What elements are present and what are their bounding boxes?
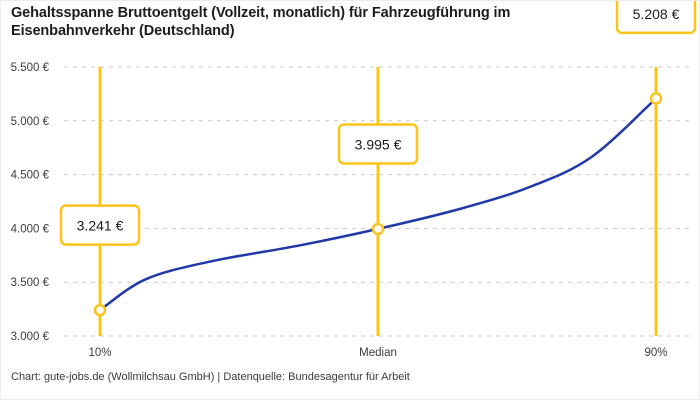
value-label: 5.208 €	[633, 6, 680, 22]
value-label: 3.995 €	[355, 136, 402, 152]
chart-title-line-2: Eisenbahnverkehr (Deutschland)	[11, 22, 235, 39]
value-label-box[interactable]	[615, 1, 697, 35]
y-tick-label: 5.000 €	[11, 116, 50, 128]
x-tick-label: 90%	[644, 347, 667, 359]
x-tick-label: Median	[359, 347, 397, 359]
y-tick-label: 3.500 €	[11, 277, 50, 289]
y-tick-label: 4.500 €	[11, 170, 50, 182]
chart-title: Gehaltsspanne Bruttoentgelt (Vollzeit, m…	[11, 5, 671, 40]
y-tick-label: 3.000 €	[11, 331, 50, 343]
value-label: 3.241 €	[77, 218, 124, 234]
x-tick-label: 10%	[88, 347, 111, 359]
chart-footer: Chart: gute-jobs.de (Wollmilchsau GmbH) …	[11, 371, 410, 383]
value-label-box[interactable]	[59, 204, 141, 246]
y-tick-label: 4.000 €	[11, 223, 50, 235]
value-label-box[interactable]	[337, 123, 419, 165]
data-point-marker[interactable]	[649, 92, 663, 105]
y-tick-label: 5.500 €	[11, 62, 50, 74]
data-point-marker[interactable]	[371, 222, 385, 236]
data-point-marker[interactable]	[93, 303, 107, 317]
chart-title-line-1: Gehaltsspanne Bruttoentgelt (Vollzeit, m…	[11, 5, 511, 21]
